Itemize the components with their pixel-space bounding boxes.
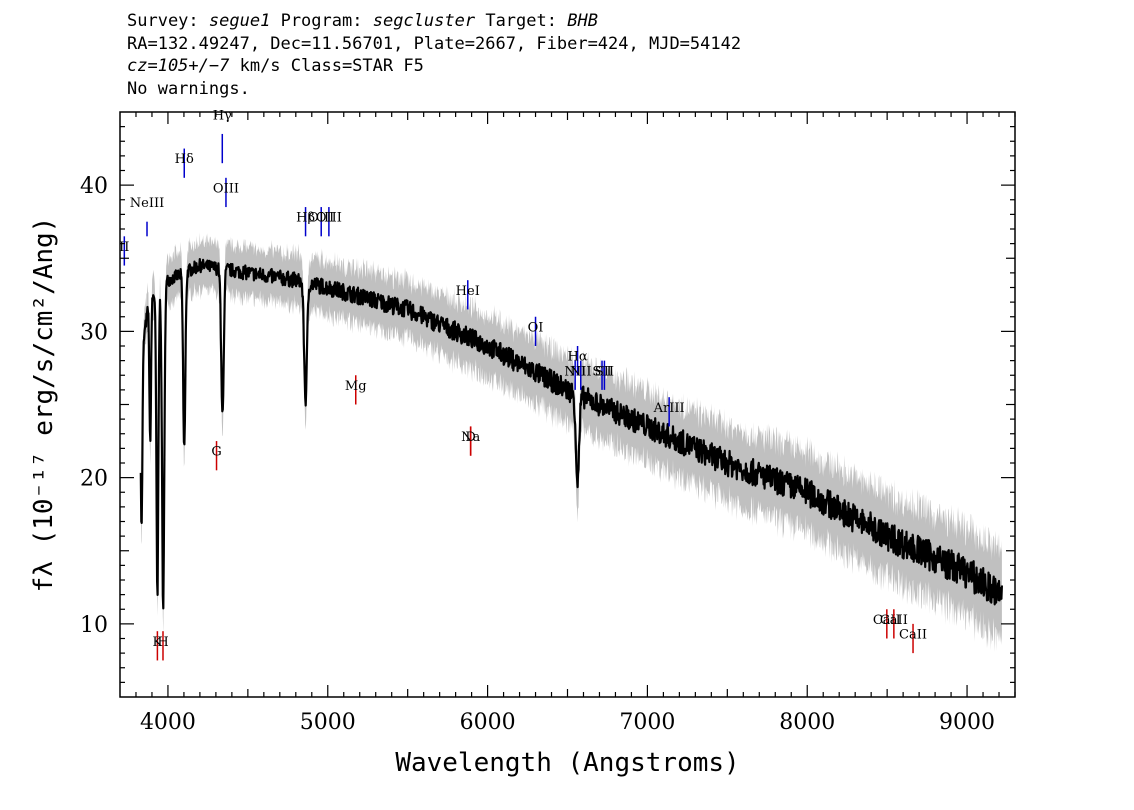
target-value: BHB bbox=[567, 11, 598, 31]
target-label: Target: bbox=[485, 11, 557, 31]
spectrum-header: Survey: segue1 Program: segcluster Targe… bbox=[127, 10, 741, 100]
header-line-survey: Survey: segue1 Program: segcluster Targe… bbox=[127, 10, 741, 33]
annotation-label-13: SII bbox=[595, 364, 614, 379]
x-axis-title: Wavelength (Angstroms) bbox=[395, 748, 739, 778]
flux-line bbox=[139, 258, 1003, 610]
annotation-label-7: HeI bbox=[456, 284, 480, 299]
x-tick-label-2: 6000 bbox=[460, 710, 516, 735]
annotation-label-10: Hα bbox=[568, 350, 588, 365]
x-tick-label-5: 9000 bbox=[939, 710, 995, 735]
flux-series bbox=[139, 258, 1003, 610]
annotation-label-8: OI bbox=[528, 320, 544, 335]
y-tick-label-3: 40 bbox=[80, 174, 108, 199]
annotation-label-12: SII bbox=[592, 364, 611, 379]
program-label: Program: bbox=[280, 11, 363, 31]
annotation-label-21: D bbox=[465, 430, 475, 445]
y-tick-label-0: 10 bbox=[80, 613, 108, 638]
program-value: segcluster bbox=[372, 11, 476, 31]
y-axis-title: fλ (10⁻¹⁷ erg/s/cm²/Ang) bbox=[29, 217, 59, 593]
error-band bbox=[140, 232, 1002, 652]
redshift-value: cz=105+/−7 bbox=[127, 56, 230, 76]
y-tick-label-1: 20 bbox=[80, 467, 108, 492]
y-tick-label-2: 30 bbox=[80, 320, 108, 345]
annotation-label-24: CaII bbox=[899, 628, 927, 643]
annotation-label-0: NeIII bbox=[130, 196, 164, 211]
annotation-label-6: OIII bbox=[316, 211, 342, 226]
annotation-label-19: Mg bbox=[345, 379, 367, 394]
annotation-label-5: OIII bbox=[308, 211, 334, 226]
annotation-label-23: CaII bbox=[880, 613, 908, 628]
x-tick-label-1: 5000 bbox=[300, 710, 356, 735]
survey-value: segue1 bbox=[208, 11, 271, 31]
header-line-redshift: cz=105+/−7 km/s Class=STAR F5 bbox=[127, 55, 741, 78]
class-text: km/s Class=STAR F5 bbox=[229, 56, 424, 76]
axes: 4000 5000 6000 7000 8000 9000 10 20 30 40 bbox=[80, 112, 1016, 735]
annotation-label-18: G bbox=[211, 445, 221, 460]
error-band-area bbox=[140, 232, 1002, 652]
annotation-label-15: II bbox=[119, 240, 129, 255]
x-tick-label-4: 8000 bbox=[779, 710, 835, 735]
annotation-label-3: OIII bbox=[213, 181, 239, 196]
annotation-label-16: K bbox=[153, 635, 163, 650]
annotation-label-1: Hδ bbox=[175, 152, 194, 167]
header-line-coords: RA=132.49247, Dec=11.56701, Plate=2667, … bbox=[127, 33, 742, 54]
annotation-label-4: Hβ bbox=[296, 211, 315, 226]
survey-label: Survey: bbox=[127, 11, 199, 31]
annotation-label-14: ArIII bbox=[653, 401, 685, 416]
header-line-warnings: No warnings. bbox=[127, 78, 250, 99]
annotation-label-17: H bbox=[157, 635, 168, 650]
x-tick-label-3: 7000 bbox=[619, 710, 675, 735]
annotation-label-11: NII bbox=[570, 364, 592, 379]
x-tick-label-0: 4000 bbox=[140, 710, 196, 735]
